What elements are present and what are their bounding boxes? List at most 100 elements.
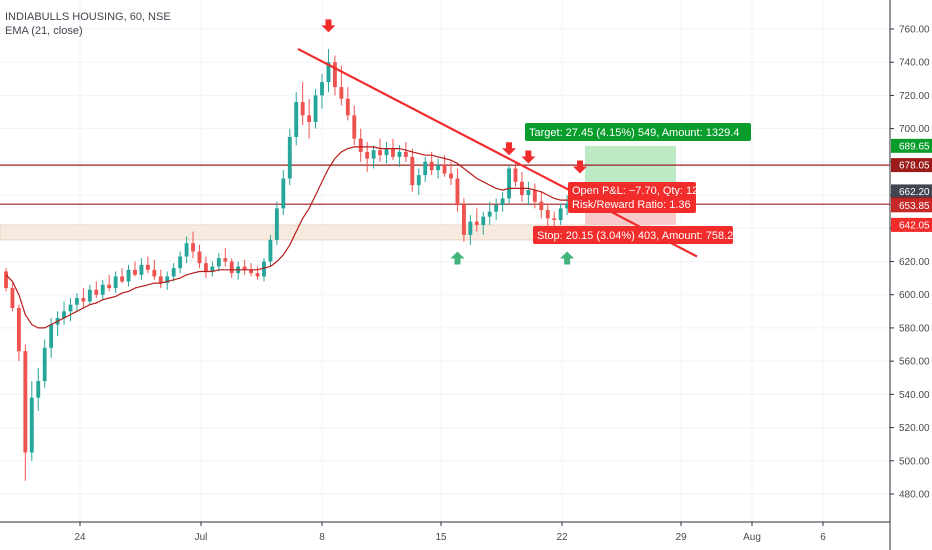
candle-body[interactable]	[513, 168, 518, 182]
pnl-label-box[interactable]	[568, 182, 696, 199]
candle-body[interactable]	[526, 190, 531, 196]
candle-body[interactable]	[287, 136, 292, 179]
price-badge[interactable]	[891, 184, 932, 199]
candle-body[interactable]	[365, 151, 370, 159]
candle-body[interactable]	[481, 216, 486, 225]
candle-body[interactable]	[68, 304, 73, 312]
candle-body[interactable]	[378, 150, 383, 156]
candle-body[interactable]	[532, 190, 537, 202]
candle-body[interactable]	[100, 284, 105, 295]
candle-body[interactable]	[384, 148, 389, 156]
candle-body[interactable]	[4, 271, 8, 289]
price-badge[interactable]	[891, 198, 932, 213]
candle-body[interactable]	[358, 138, 363, 152]
candle-body[interactable]	[442, 165, 447, 174]
candle-body[interactable]	[332, 62, 337, 88]
candle-body[interactable]	[281, 178, 286, 209]
candle-body[interactable]	[191, 243, 195, 252]
candle-body[interactable]	[255, 273, 260, 277]
candle-body[interactable]	[49, 324, 54, 348]
candle-body[interactable]	[165, 276, 170, 284]
candle-body[interactable]	[242, 266, 247, 270]
candle-body[interactable]	[410, 156, 415, 186]
candle-body[interactable]	[203, 263, 208, 272]
candle-body[interactable]	[461, 205, 466, 235]
candle-body[interactable]	[455, 178, 460, 206]
rr-label-box[interactable]	[568, 196, 696, 213]
candle-body[interactable]	[397, 151, 402, 157]
candle-body[interactable]	[313, 95, 318, 122]
candle-body[interactable]	[178, 256, 183, 269]
candle-body[interactable]	[558, 208, 563, 220]
candle-body[interactable]	[487, 211, 492, 217]
candle-body[interactable]	[494, 205, 499, 212]
candle-body[interactable]	[429, 161, 434, 171]
arrow-down-marker[interactable]	[573, 160, 587, 174]
arrow-down-marker[interactable]	[502, 142, 517, 156]
candle-body[interactable]	[352, 115, 357, 139]
candle-body[interactable]	[158, 276, 163, 284]
candle-body[interactable]	[75, 298, 79, 305]
candle-body[interactable]	[16, 308, 21, 352]
candle-body[interactable]	[229, 261, 234, 274]
arrow-up-marker[interactable]	[560, 251, 575, 265]
stop-label-box[interactable]	[533, 226, 733, 244]
candle-body[interactable]	[274, 208, 279, 240]
candle-body[interactable]	[436, 165, 441, 171]
candle-body[interactable]	[307, 115, 312, 122]
candle-body[interactable]	[320, 82, 324, 96]
candle-body[interactable]	[468, 221, 473, 235]
candle-body[interactable]	[133, 269, 137, 275]
candle-body[interactable]	[249, 269, 254, 274]
candle-body[interactable]	[10, 288, 15, 308]
candle-body[interactable]	[29, 397, 34, 453]
candle-body[interactable]	[223, 258, 228, 262]
candle-body[interactable]	[120, 276, 125, 282]
indicator-title[interactable]: EMA (21, close)	[5, 25, 83, 37]
time-axis[interactable]	[0, 522, 890, 550]
candle-body[interactable]	[565, 203, 570, 209]
candle-body[interactable]	[539, 201, 544, 211]
candle-body[interactable]	[416, 175, 421, 186]
candle-body[interactable]	[326, 62, 331, 83]
target-label-box[interactable]	[525, 123, 751, 141]
candle-body[interactable]	[36, 381, 41, 398]
candle-body[interactable]	[107, 284, 112, 289]
candle-body[interactable]	[184, 243, 189, 257]
price-axis[interactable]	[890, 0, 932, 550]
candle-body[interactable]	[300, 102, 305, 116]
trendline[interactable]	[297, 47, 698, 258]
candle-body[interactable]	[339, 87, 344, 99]
candle-body[interactable]	[294, 102, 299, 137]
symbol-title[interactable]: INDIABULLS HOUSING, 60, NSE	[5, 11, 171, 23]
candle-body[interactable]	[449, 173, 453, 179]
candle-body[interactable]	[216, 258, 221, 267]
arrow-down-marker[interactable]	[321, 19, 336, 33]
candle-body[interactable]	[145, 264, 150, 270]
candle-body[interactable]	[139, 264, 144, 275]
ema-line[interactable]	[5, 146, 580, 329]
candle-body[interactable]	[474, 221, 479, 225]
candle-body[interactable]	[210, 266, 215, 272]
candle-body[interactable]	[403, 151, 408, 157]
candle-body[interactable]	[545, 210, 550, 219]
candle-body[interactable]	[391, 148, 395, 157]
candle-body[interactable]	[197, 251, 202, 264]
arrow-down-marker[interactable]	[521, 150, 536, 164]
price-badge[interactable]	[891, 217, 932, 232]
candle-body[interactable]	[500, 198, 505, 206]
candle-body[interactable]	[94, 289, 99, 295]
candle-body[interactable]	[552, 218, 557, 220]
candle-body[interactable]	[152, 269, 157, 277]
price-badge[interactable]	[891, 138, 932, 153]
candle-body[interactable]	[42, 347, 47, 382]
candle-body[interactable]	[62, 311, 66, 318]
candle-body[interactable]	[507, 168, 511, 199]
candle-body[interactable]	[171, 268, 176, 277]
candle-body[interactable]	[23, 351, 28, 453]
price-badge[interactable]	[891, 158, 932, 173]
candle-body[interactable]	[81, 298, 86, 302]
candle-body[interactable]	[113, 276, 118, 289]
candle-body[interactable]	[423, 161, 428, 176]
